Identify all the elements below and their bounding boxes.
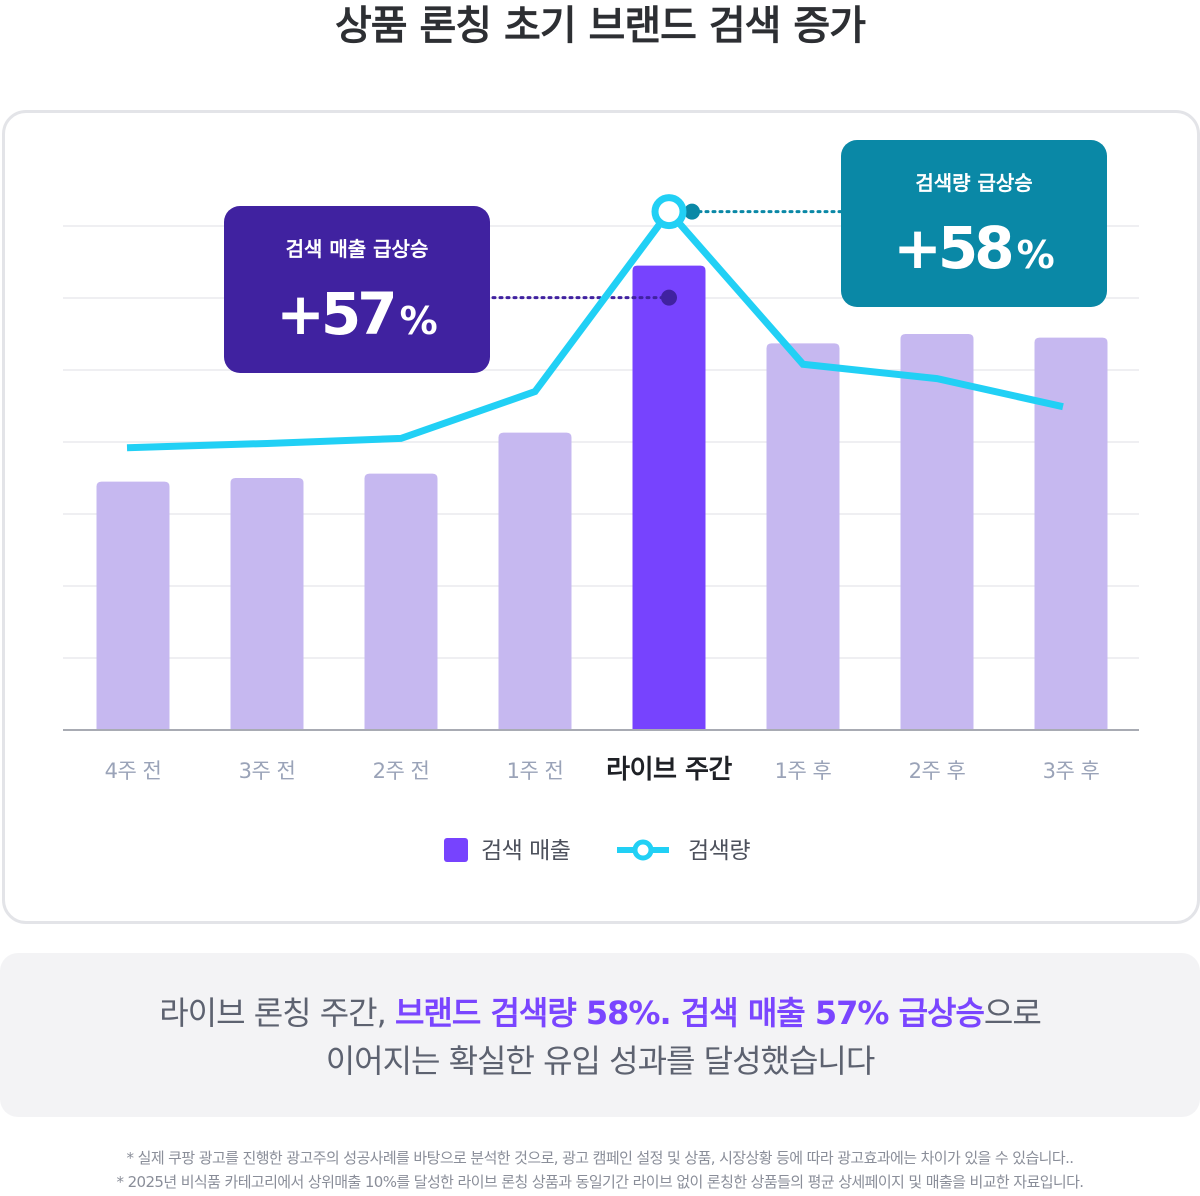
bar-3 — [498, 432, 572, 730]
callouts: 검색 매출 급상승 +57 % 검색량 급상승 +58% — [224, 140, 1107, 373]
legend-bar-swatch — [444, 838, 468, 862]
x-axis-labels: 4주 전 3주 전 2주 전 1주 전 라이브 주간 1주 후 2주 후 3주 후 — [105, 755, 1100, 785]
line-series — [126, 194, 1064, 452]
x-tick-label: 3주 후 — [1043, 759, 1100, 783]
bar-0 — [96, 481, 170, 730]
legend: 검색 매출 검색량 — [444, 838, 751, 864]
x-tick-label: 2주 후 — [909, 759, 966, 783]
x-tick-label: 1주 후 — [775, 759, 832, 783]
chart: 4주 전 3주 전 2주 전 1주 전 라이브 주간 1주 후 2주 후 3주 후 검색 매출… — [63, 140, 1139, 864]
summary-highlight: 브랜드 검색량 58%. 검색 매출 57% 급상승 — [394, 994, 985, 1032]
callout-sales-value: +57% — [276, 280, 437, 348]
bar-5 — [766, 343, 840, 730]
callout-sales-box — [224, 206, 490, 373]
bar-series — [96, 265, 1108, 730]
bar-4 — [632, 265, 706, 730]
callout-search-value: +58% — [893, 214, 1054, 282]
legend-line-label: 검색량 — [688, 838, 750, 864]
callout-search: 검색량 급상승 +58% — [841, 140, 1107, 307]
legend-bar-label: 검색 매출 — [481, 838, 570, 864]
callout-search-unit: % — [1017, 233, 1055, 277]
search-leader-dot — [684, 203, 700, 220]
callout-search-box — [841, 140, 1107, 307]
summary-line-1-plain: 라이브 론칭 주간, — [159, 994, 395, 1032]
x-tick-label: 3주 전 — [239, 759, 296, 783]
sales-leader-dot — [661, 289, 677, 306]
page-title: 상품 론칭 초기 브랜드 검색 증가 — [334, 3, 866, 49]
bar-6 — [900, 334, 974, 730]
chart-card: 4주 전 3주 전 2주 전 1주 전 라이브 주간 1주 후 2주 후 3주 후 검색 매출… — [2, 110, 1200, 924]
callout-search-number: +58 — [893, 214, 1011, 282]
search-volume-line — [126, 206, 1064, 452]
bar-1 — [230, 478, 304, 730]
summary-line-1-tail: 으로 — [983, 994, 1042, 1032]
footnote-2: * 2025년 비식품 카테고리에서 상위매출 10%를 달성한 라이브 론칭 … — [116, 1173, 1085, 1191]
callout-search-label: 검색량 급상승 — [915, 171, 1032, 195]
summary-line-2: 이어지는 확실한 유입 성과를 달성했습니다 — [325, 1042, 876, 1080]
bar-7 — [1034, 337, 1108, 730]
legend-line-marker — [632, 839, 654, 861]
x-tick-label: 2주 전 — [373, 759, 430, 783]
x-tick-label: 라이브 주간 — [606, 755, 732, 785]
callout-sales-label: 검색 매출 급상승 — [286, 237, 429, 261]
callout-sales-number: +57 — [276, 280, 393, 348]
x-tick-label: 1주 전 — [507, 759, 564, 783]
bar-2 — [364, 473, 438, 730]
callout-sales: 검색 매출 급상승 +57% — [224, 206, 490, 373]
footnotes: * 실제 쿠팡 광고를 진행한 광고주의 성공사례를 바탕으로 분석한 것으로,… — [0, 1146, 1200, 1194]
callout-sales-unit: % — [400, 299, 438, 343]
summary-box: 라이브 론칭 주간, 브랜드 검색량 58%. 검색 매출 57% 급상승으로 … — [0, 953, 1200, 1117]
footnote-1: * 실제 쿠팡 광고를 진행한 광고주의 성공사례를 바탕으로 분석한 것으로,… — [126, 1149, 1074, 1167]
summary-text: 라이브 론칭 주간, 브랜드 검색량 58%. 검색 매출 57% 급상승으로 … — [0, 989, 1200, 1085]
summary-line-1: 라이브 론칭 주간, 브랜드 검색량 58%. 검색 매출 57% 급상승으로 — [0, 989, 1200, 1037]
peak-marker — [651, 194, 687, 230]
x-tick-label: 4주 전 — [105, 759, 162, 783]
callout-leaders — [491, 203, 845, 306]
